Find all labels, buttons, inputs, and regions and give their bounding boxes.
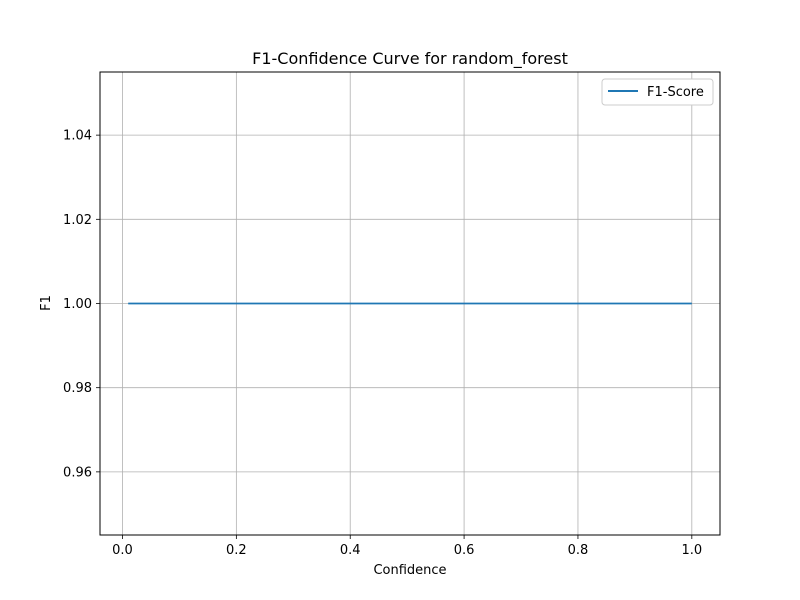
- legend: F1-Score: [601, 78, 714, 106]
- y-axis-label: F1: [39, 295, 54, 311]
- x-tick-label: 0.8: [568, 543, 589, 558]
- legend-label-f1-score: F1-Score: [647, 85, 704, 100]
- x-tick-label: 0.4: [340, 543, 361, 558]
- y-tick-label: 1.04: [63, 129, 92, 144]
- y-tick-label: 1.02: [63, 213, 92, 228]
- x-axis-label: Confidence: [373, 563, 446, 578]
- y-tick-label: 1.00: [63, 297, 92, 312]
- x-tick-label: 1.0: [681, 543, 702, 558]
- y-tick-label: 0.98: [63, 381, 92, 396]
- y-tick-label: 0.96: [63, 465, 92, 480]
- x-tick-label: 0.6: [454, 543, 475, 558]
- ticks: 0.0 0.2 0.4 0.6 0.8 1.0 0.96 0.98 1.00 1.02 1.04: [63, 129, 702, 558]
- x-tick-label: 0.0: [112, 543, 133, 558]
- legend-box: [601, 78, 714, 106]
- chart-title: F1-Confidence Curve for random_forest: [252, 49, 568, 69]
- x-tick-label: 0.2: [226, 543, 247, 558]
